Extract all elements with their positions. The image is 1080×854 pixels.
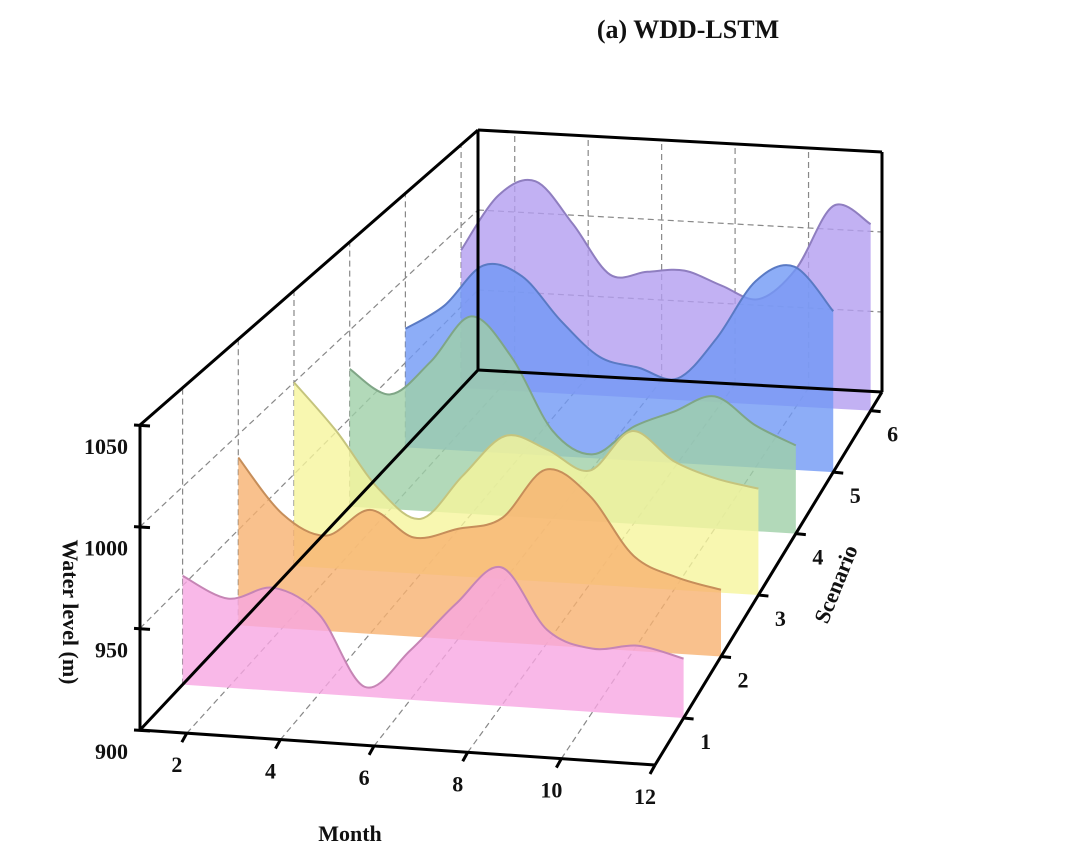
- x-axis-label: Month: [318, 821, 382, 846]
- grid-line: [139, 209, 479, 528]
- x-tick-label: 4: [265, 759, 276, 784]
- z-tick-label: 1: [700, 729, 711, 754]
- ribbon-line: [460, 178, 872, 301]
- x-tick-label: 8: [452, 771, 463, 796]
- y-tick-label: 1000: [84, 536, 128, 561]
- x-tick: [461, 751, 470, 763]
- frame: [133, 128, 884, 775]
- ribbon-line: [293, 381, 759, 520]
- y-tick: [133, 423, 151, 428]
- z-tick-label: 5: [850, 483, 861, 508]
- chart-title: (a) WDD-LSTM: [597, 15, 779, 44]
- frame-edge: [477, 368, 883, 394]
- z-tick: [720, 655, 732, 660]
- ribbon-line: [404, 262, 835, 381]
- y-tick-label: 1050: [84, 434, 128, 459]
- frame-edge: [138, 368, 480, 732]
- x-tick: [648, 764, 657, 775]
- x-tick-label: 2: [171, 752, 182, 777]
- z-tick-label: 4: [812, 545, 823, 570]
- y-tick-label: 900: [95, 739, 128, 764]
- z-tick: [870, 409, 881, 414]
- x-tick: [180, 732, 189, 743]
- ribbon-area: [238, 457, 722, 657]
- z-tick-label: 3: [775, 606, 786, 631]
- frame-edge: [477, 128, 883, 154]
- frame-edge: [653, 391, 884, 766]
- z-tick: [833, 470, 844, 475]
- labels: 900 950 1000 1050 2 4 6 8 10 12 6 5 4 3 2 1: [84, 422, 898, 809]
- frame-edge: [139, 728, 656, 767]
- z-tick: [758, 593, 769, 598]
- y-tick: [133, 525, 151, 530]
- x-tick: [367, 745, 376, 756]
- x-tick-label: 10: [540, 778, 562, 803]
- x-tick-label: 12: [634, 784, 656, 809]
- ribbon-line: [349, 315, 797, 456]
- y-tick: [133, 626, 151, 631]
- x-tick-label: 6: [359, 765, 370, 790]
- y-tick-label: 950: [95, 637, 128, 662]
- y-axis-label: Water level (m): [58, 540, 83, 685]
- z-tick: [795, 532, 806, 537]
- grid-line: [477, 209, 883, 233]
- x-tick: [555, 757, 563, 769]
- frame-edge: [139, 128, 479, 427]
- z-tick-label: 6: [887, 422, 898, 447]
- ribbon-line: [237, 456, 722, 591]
- z-tick-label: 2: [738, 668, 749, 693]
- ribbons: [182, 178, 872, 719]
- z-tick: [683, 716, 694, 721]
- x-tick: [274, 738, 282, 750]
